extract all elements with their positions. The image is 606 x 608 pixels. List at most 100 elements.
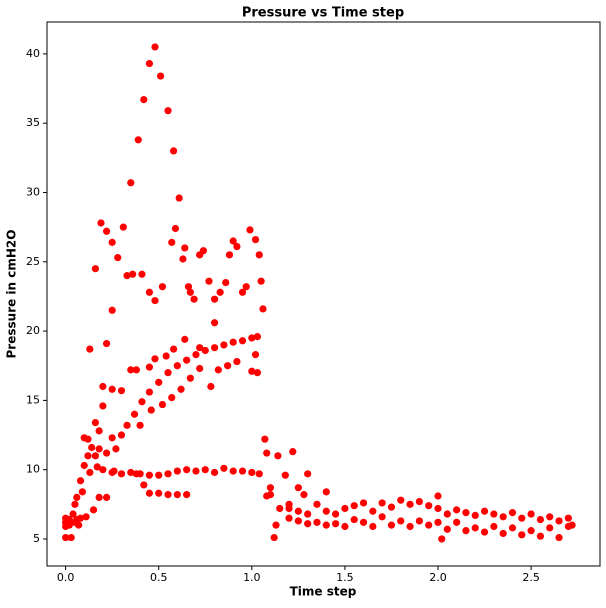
data-point: [73, 493, 81, 501]
data-point: [129, 270, 137, 278]
data-point: [196, 344, 204, 352]
data-point: [415, 497, 423, 506]
data-point: [108, 238, 116, 246]
data-point: [518, 514, 526, 522]
data-point: [490, 522, 498, 531]
data-point: [108, 434, 116, 442]
data-point: [80, 461, 88, 470]
data-point: [225, 251, 234, 259]
y-tick-label: 10: [26, 463, 40, 476]
data-point: [255, 251, 263, 259]
data-point: [313, 500, 321, 508]
data-point: [186, 288, 194, 296]
data-point: [158, 400, 167, 409]
data-point: [73, 515, 81, 524]
y-tick-label: 5: [33, 532, 40, 545]
data-point: [82, 513, 90, 521]
data-point: [119, 223, 127, 231]
data-point: [261, 435, 269, 443]
data-point: [134, 136, 142, 144]
data-point: [207, 382, 215, 391]
data-point: [499, 529, 507, 538]
data-point: [471, 511, 479, 520]
data-point: [95, 493, 103, 501]
data-point: [117, 470, 126, 478]
data-point: [147, 406, 155, 414]
data-point: [322, 521, 330, 529]
data-point: [181, 244, 189, 252]
x-tick-label: 1.5: [336, 571, 354, 584]
data-point: [95, 445, 103, 453]
data-point: [65, 515, 73, 524]
data-point: [177, 385, 185, 393]
data-point: [140, 96, 148, 104]
data-point: [155, 471, 163, 479]
data-point: [425, 521, 433, 529]
data-point: [453, 506, 461, 514]
data-point: [214, 366, 222, 374]
data-point: [114, 254, 122, 262]
data-point: [192, 351, 200, 359]
data-point: [108, 385, 116, 393]
data-point: [171, 224, 180, 233]
data-point: [415, 517, 423, 525]
data-point: [168, 238, 176, 246]
data-point: [127, 179, 135, 187]
data-point: [300, 491, 308, 499]
data-point: [406, 522, 414, 531]
data-point: [151, 296, 159, 305]
chart-title: Pressure vs Time step: [242, 6, 404, 21]
data-point: [123, 272, 131, 280]
data-point: [536, 515, 545, 524]
data-point: [76, 477, 85, 485]
data-point: [183, 466, 191, 474]
data-point: [499, 513, 507, 521]
data-point: [222, 278, 230, 287]
x-tick-label: 0.0: [57, 571, 75, 584]
data-point: [322, 488, 330, 496]
plot-area: [62, 43, 576, 543]
data-point: [181, 335, 189, 343]
data-point: [289, 448, 297, 456]
y-tick-label: 40: [26, 47, 40, 60]
data-point: [170, 345, 178, 353]
data-point: [480, 528, 489, 536]
x-tick-label: 2.5: [522, 571, 540, 584]
data-point: [471, 524, 479, 532]
data-point: [190, 295, 198, 303]
data-point: [192, 467, 200, 475]
data-point: [546, 513, 554, 521]
data-point: [490, 510, 498, 518]
data-point: [508, 524, 517, 532]
data-point: [443, 525, 451, 533]
data-point: [138, 398, 146, 406]
data-point: [102, 493, 111, 501]
data-point: [508, 509, 517, 517]
data-point: [253, 369, 262, 377]
data-point: [145, 363, 154, 371]
data-point: [555, 517, 563, 525]
data-point: [108, 306, 116, 314]
data-point: [270, 533, 278, 542]
data-point: [80, 434, 88, 442]
data-point: [294, 507, 302, 515]
data-point: [67, 533, 75, 542]
data-point: [341, 504, 349, 513]
data-point: [233, 357, 241, 366]
x-tick-label: 0.5: [150, 571, 168, 584]
data-point: [88, 443, 96, 452]
data-point: [196, 364, 204, 373]
data-point: [564, 514, 572, 522]
data-point: [285, 514, 293, 522]
data-point: [555, 533, 563, 542]
data-point: [155, 378, 163, 386]
data-point: [253, 333, 262, 341]
data-point: [546, 524, 554, 532]
data-point: [359, 499, 368, 507]
data-point: [201, 466, 209, 474]
data-point: [242, 283, 250, 291]
y-tick-label: 30: [26, 185, 40, 198]
data-point: [453, 518, 461, 526]
